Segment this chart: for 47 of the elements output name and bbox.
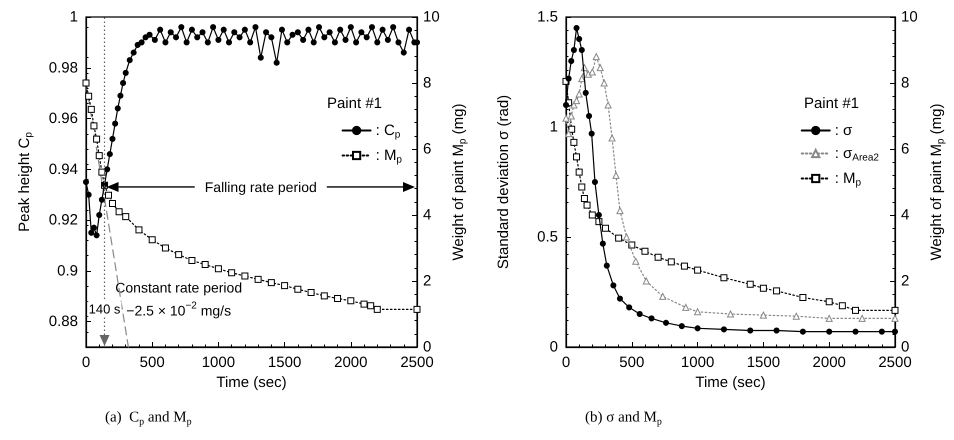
x-axis-title: Time (sec) (216, 374, 287, 391)
x-tick-label: 500 (140, 354, 165, 371)
x-tick-label: 1500 (746, 354, 780, 371)
x-tick-label: 1000 (680, 354, 714, 371)
y-tick-label: 0.88 (48, 313, 78, 330)
x-tick-label: 2500 (400, 354, 434, 371)
y-tick-label: 0.98 (48, 59, 78, 76)
y2-tick-label: 2 (901, 272, 910, 290)
x-tick-label: 1500 (268, 354, 302, 371)
y2-axis-title: Weight of paint Mp (mg) (450, 103, 468, 261)
y-tick-label: 0.96 (48, 110, 78, 128)
y-tick-label: 0 (550, 338, 558, 356)
y2-tick-label: 6 (423, 140, 432, 158)
x-tick-label: 0 (82, 354, 90, 371)
y-tick-label: 0.94 (48, 160, 78, 178)
annotation: Falling rate period (204, 178, 317, 195)
x-tick-label: 2500 (878, 354, 912, 371)
y-tick-label: 1 (550, 118, 558, 136)
y-axis-title: Standard deviation σ (rad) (495, 94, 512, 270)
x-tick-label: 2000 (334, 354, 368, 371)
x-tick-label: 1000 (202, 354, 236, 371)
y-tick-label: 1 (70, 8, 78, 26)
y-tick-label: 0.5 (537, 228, 558, 246)
y-tick-label: 0.92 (48, 212, 78, 229)
y2-tick-label: 0 (901, 338, 910, 356)
x-axis-title: Time (sec) (695, 374, 766, 391)
x-tick-label: 500 (619, 354, 644, 371)
y-tick-label: 0.9 (57, 262, 78, 280)
y2-tick-label: 8 (901, 74, 910, 92)
annotation: Constant rate period (115, 280, 242, 296)
y2-tick-label: 10 (901, 8, 918, 26)
y2-tick-label: 10 (423, 8, 440, 26)
y-axis-title: Peak height Cp (16, 132, 34, 232)
y2-axis-title: Weight of paint Mp (mg) (928, 103, 946, 261)
x-tick-label: 2000 (812, 354, 846, 371)
y2-tick-label: 4 (423, 206, 432, 224)
y2-tick-label: 6 (901, 140, 910, 158)
legend-title: Paint #1 (804, 95, 860, 112)
legend-title: Paint #1 (326, 95, 382, 112)
y2-tick-label: 4 (901, 206, 910, 224)
y2-tick-label: 8 (423, 74, 432, 92)
y-tick-label: 1.5 (537, 8, 558, 26)
ref-line-label: 140 s (88, 302, 121, 316)
legend-label: : σ (834, 122, 854, 139)
x-tick-label: 0 (562, 354, 570, 371)
y2-tick-label: 0 (423, 338, 432, 356)
y2-tick-label: 2 (423, 272, 432, 290)
